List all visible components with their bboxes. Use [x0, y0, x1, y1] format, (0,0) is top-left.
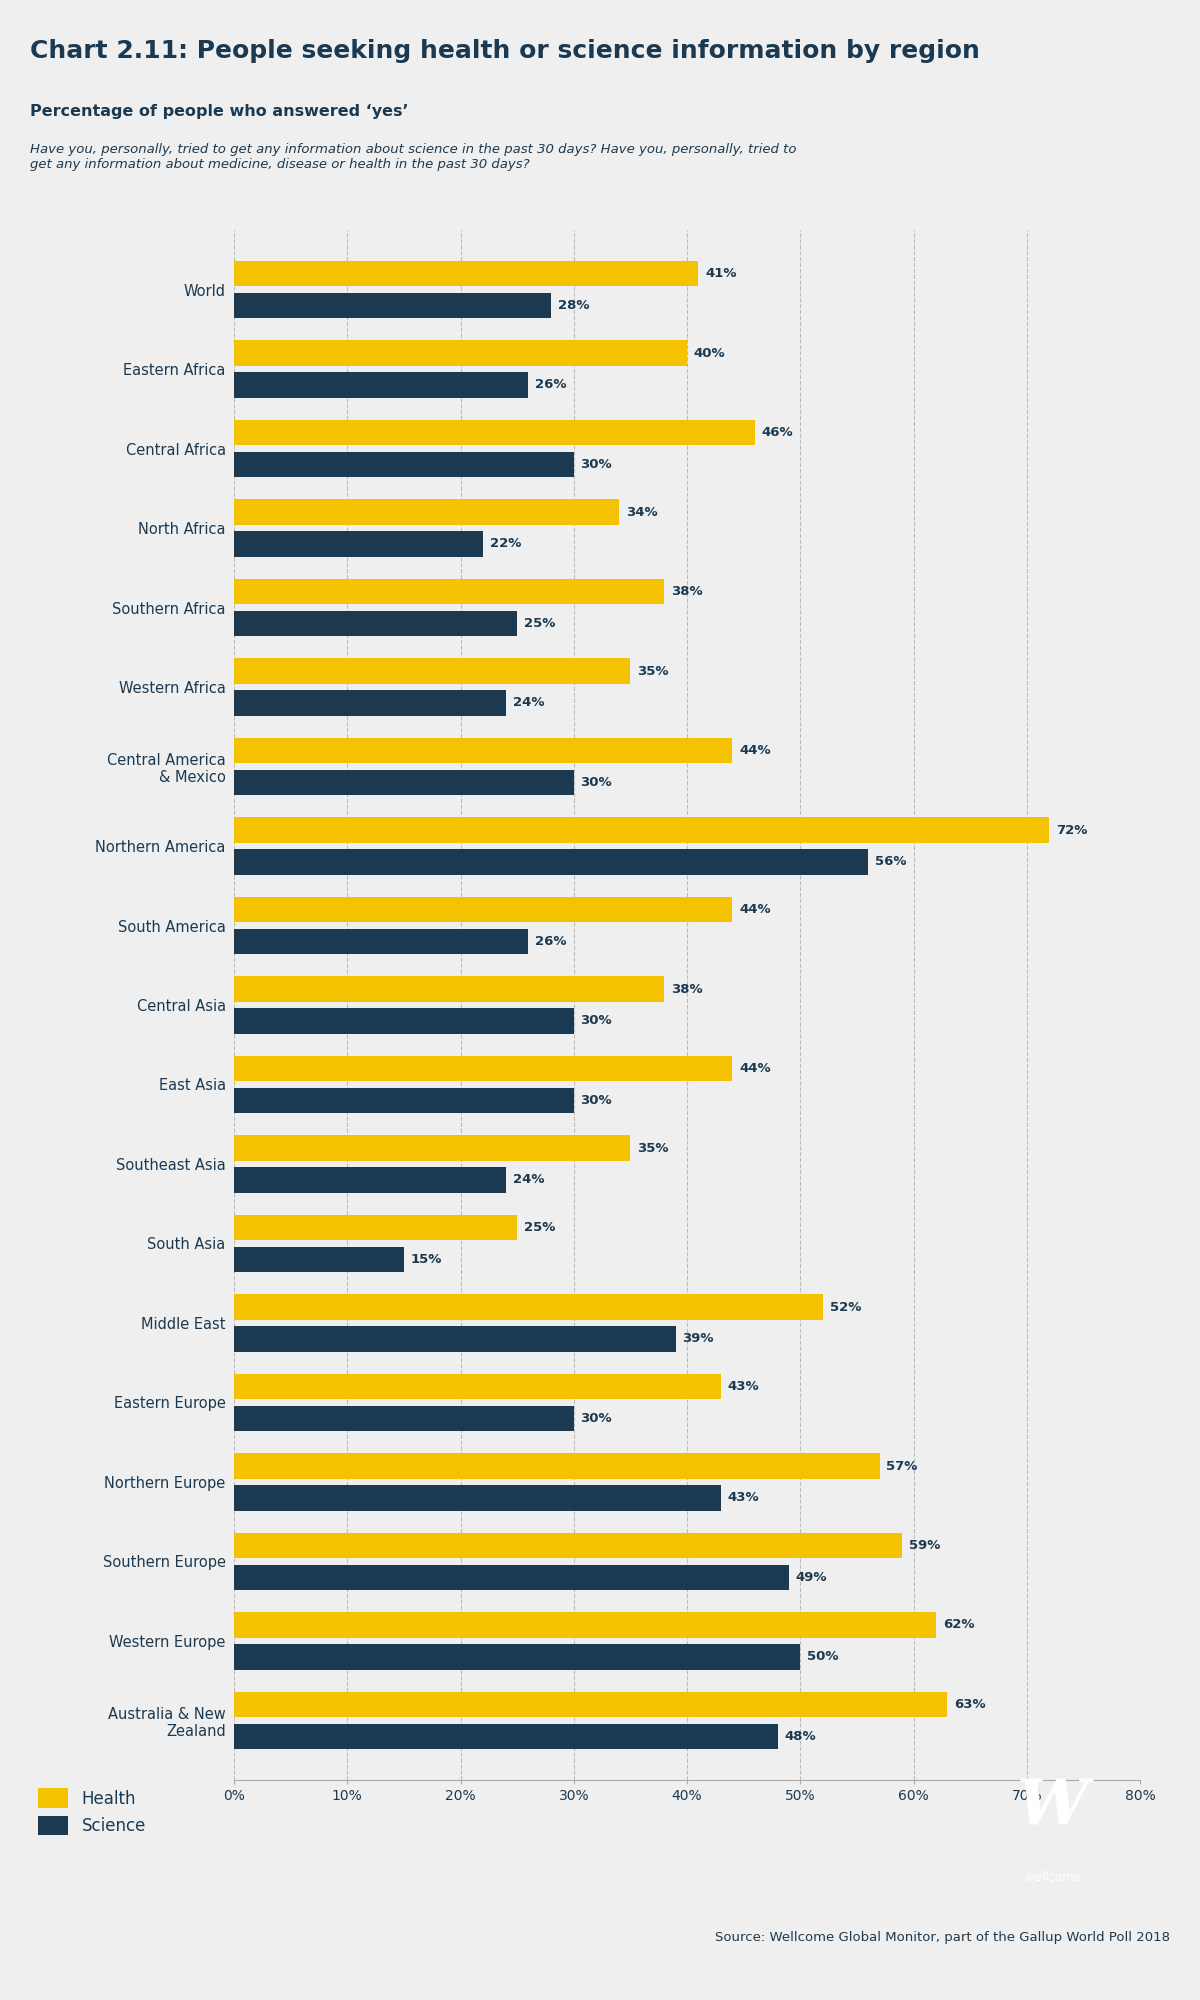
- Text: 34%: 34%: [626, 506, 658, 518]
- Text: 24%: 24%: [512, 1174, 544, 1186]
- Bar: [234, 850, 869, 874]
- Text: 30%: 30%: [581, 458, 612, 470]
- Bar: [234, 928, 528, 954]
- Text: 48%: 48%: [785, 1730, 816, 1742]
- Text: 26%: 26%: [535, 934, 566, 948]
- Bar: [234, 1136, 630, 1160]
- Bar: [234, 1724, 778, 1748]
- Text: 30%: 30%: [581, 1094, 612, 1106]
- Bar: [234, 658, 630, 684]
- Bar: [234, 292, 551, 318]
- Bar: [234, 1692, 948, 1718]
- Text: 56%: 56%: [875, 856, 906, 868]
- Text: 63%: 63%: [954, 1698, 986, 1710]
- Bar: [234, 452, 574, 478]
- Text: 41%: 41%: [706, 268, 737, 280]
- Text: 30%: 30%: [581, 1014, 612, 1028]
- Text: 25%: 25%: [524, 616, 556, 630]
- Text: 44%: 44%: [739, 904, 770, 916]
- Bar: [234, 1406, 574, 1432]
- Bar: [234, 1056, 732, 1082]
- Bar: [234, 1486, 721, 1510]
- Text: 25%: 25%: [524, 1222, 556, 1234]
- Text: 72%: 72%: [1056, 824, 1087, 836]
- Text: 43%: 43%: [727, 1492, 760, 1504]
- Text: 43%: 43%: [727, 1380, 760, 1394]
- Text: 28%: 28%: [558, 300, 589, 312]
- Bar: [234, 260, 698, 286]
- Bar: [234, 610, 517, 636]
- Bar: [234, 578, 665, 604]
- Text: 40%: 40%: [694, 346, 726, 360]
- Text: 44%: 44%: [739, 744, 770, 758]
- Bar: [234, 532, 484, 556]
- Text: wellcome: wellcome: [1025, 1870, 1081, 1884]
- Bar: [234, 1168, 506, 1192]
- Text: 62%: 62%: [943, 1618, 974, 1632]
- Text: Chart 2.11: People seeking health or science information by region: Chart 2.11: People seeking health or sci…: [30, 40, 980, 64]
- Text: 59%: 59%: [908, 1540, 941, 1552]
- Text: 24%: 24%: [512, 696, 544, 710]
- Text: 44%: 44%: [739, 1062, 770, 1076]
- Text: W: W: [1018, 1778, 1088, 1838]
- Bar: [234, 1214, 517, 1240]
- Text: 46%: 46%: [762, 426, 793, 440]
- Text: 39%: 39%: [683, 1332, 714, 1346]
- Bar: [234, 372, 528, 398]
- Bar: [234, 1246, 404, 1272]
- Text: 26%: 26%: [535, 378, 566, 392]
- Bar: [234, 1326, 676, 1352]
- Bar: [234, 1008, 574, 1034]
- Bar: [234, 1532, 902, 1558]
- Text: Have you, personally, tried to get any information about science in the past 30 : Have you, personally, tried to get any i…: [30, 144, 797, 172]
- Bar: [234, 770, 574, 796]
- Bar: [234, 818, 1050, 842]
- Text: 35%: 35%: [637, 1142, 668, 1154]
- Text: 57%: 57%: [887, 1460, 918, 1472]
- Legend: Health, Science: Health, Science: [38, 1788, 146, 1836]
- Text: 49%: 49%: [796, 1570, 827, 1584]
- Bar: [234, 420, 755, 446]
- Bar: [234, 1374, 721, 1400]
- Text: Percentage of people who answered ‘yes’: Percentage of people who answered ‘yes’: [30, 104, 408, 120]
- Bar: [234, 738, 732, 764]
- Text: 38%: 38%: [671, 982, 703, 996]
- Bar: [234, 1088, 574, 1114]
- Bar: [234, 1644, 800, 1670]
- Text: 15%: 15%: [410, 1252, 442, 1266]
- Text: Source: Wellcome Global Monitor, part of the Gallup World Poll 2018: Source: Wellcome Global Monitor, part of…: [715, 1932, 1170, 1944]
- Text: 50%: 50%: [808, 1650, 839, 1664]
- Text: 22%: 22%: [490, 538, 521, 550]
- Bar: [234, 1612, 936, 1638]
- Bar: [234, 1294, 823, 1320]
- Text: 30%: 30%: [581, 1412, 612, 1424]
- Bar: [234, 976, 665, 1002]
- Bar: [234, 1454, 880, 1478]
- Bar: [234, 500, 619, 524]
- Text: 52%: 52%: [829, 1300, 862, 1314]
- Text: 35%: 35%: [637, 664, 668, 678]
- Bar: [234, 690, 506, 716]
- Bar: [234, 1564, 788, 1590]
- Text: 38%: 38%: [671, 586, 703, 598]
- Bar: [234, 340, 686, 366]
- Text: 30%: 30%: [581, 776, 612, 788]
- Bar: [234, 896, 732, 922]
